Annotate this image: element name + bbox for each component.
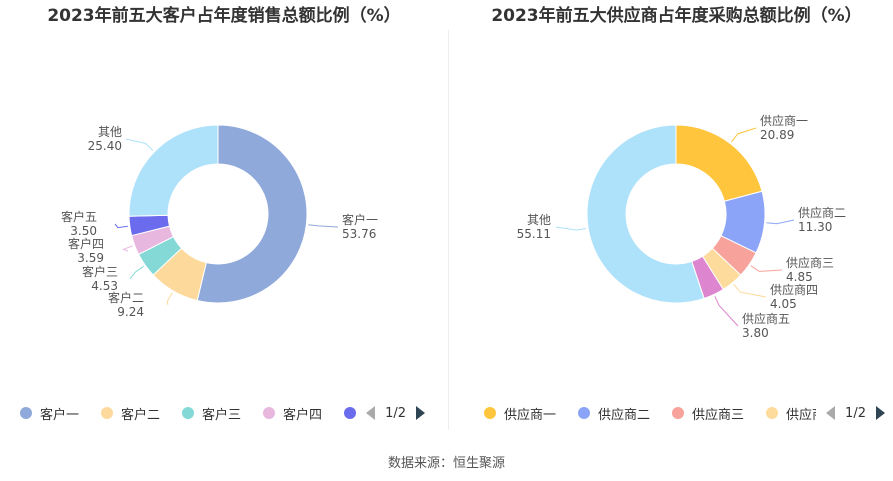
next-page-icon[interactable]: [415, 406, 425, 420]
next-page-icon[interactable]: [875, 406, 885, 420]
slice-value-label: 53.76: [342, 227, 376, 241]
legend-dot-icon: [766, 407, 779, 419]
legend-pager: 1/2: [826, 406, 885, 421]
pie-slice[interactable]: [128, 124, 219, 217]
chart-legend: 客户一 客户二 客户三 客户四 1/2: [20, 402, 425, 424]
legend-label: 供应商一: [504, 407, 557, 423]
slice-value-label: 9.24: [117, 305, 144, 319]
slice-name-label: 供应商一: [760, 113, 808, 128]
label-leader-line: [166, 292, 173, 306]
slice-name-label: 供应商五: [742, 311, 790, 326]
slice-name-label: 客户四: [68, 236, 104, 251]
legend-item[interactable]: 客户四: [263, 404, 322, 423]
legend-item[interactable]: [344, 407, 357, 419]
slice-value-label: 3.59: [77, 251, 104, 265]
legend-item[interactable]: 供应商一: [484, 404, 556, 423]
legend-label: 供应商三: [692, 407, 745, 423]
legend-label: 客户三: [202, 407, 242, 423]
legend-dot-icon: [101, 407, 114, 419]
legend-dot-icon: [484, 407, 496, 419]
slice-value-label: 4.53: [91, 279, 118, 293]
legend-label: 客户二: [121, 407, 161, 423]
slice-name-label: 客户二: [108, 290, 144, 305]
slice-value-label: 55.11: [517, 227, 551, 241]
slice-name-label: 客户一: [342, 212, 378, 227]
legend-page-indicator: 1/2: [385, 405, 406, 421]
label-leader-line: [766, 219, 795, 225]
label-leader-line: [750, 265, 783, 272]
slice-value-label: 3.50: [70, 224, 97, 238]
pie-slice[interactable]: [196, 124, 308, 304]
label-leader-line: [308, 224, 339, 228]
label-leader-line: [733, 284, 767, 298]
legend-label: 客户四: [283, 407, 323, 423]
label-leader-line: [714, 296, 739, 327]
slice-name-label: 供应商二: [798, 205, 846, 220]
chart-title: 2023年前五大客户占年度销售总额比例（%）: [47, 6, 401, 26]
chart-title: 2023年前五大供应商占年度采购总额比例（%）: [491, 6, 862, 26]
legend-label: 供应商二: [598, 407, 651, 423]
label-leader-line: [731, 127, 757, 143]
slice-name-label: 其他: [527, 213, 551, 227]
slice-value-label: 3.80: [742, 326, 769, 340]
legend-dot-icon: [182, 407, 195, 419]
customer-chart-panel: 2023年前五大客户占年度销售总额比例（%） 客户一 53.76 客户二 9.24 客户…: [0, 0, 448, 440]
legend-pager: 1/2: [366, 406, 425, 421]
legend-dot-icon: [672, 407, 685, 419]
label-leader-line: [125, 138, 154, 151]
legend-item[interactable]: 客户三: [182, 404, 241, 423]
pie-slice[interactable]: [586, 124, 705, 304]
chart-legend: 供应商一 供应商二 供应商三 供应商四 1/2: [484, 402, 885, 424]
slice-name-label: 供应商四: [770, 282, 818, 297]
prev-page-icon[interactable]: [826, 406, 836, 420]
legend-label: 客户一: [40, 407, 80, 423]
slice-value-label: 20.89: [760, 128, 794, 142]
label-leader-line: [555, 226, 587, 231]
legend-item[interactable]: 供应商二: [578, 404, 650, 423]
slice-name-label: 其他: [98, 125, 122, 139]
slice-value-label: 11.30: [798, 220, 832, 234]
label-leader-line: [129, 265, 144, 280]
legend-dot-icon: [20, 407, 32, 419]
slice-value-label: 25.40: [88, 139, 122, 153]
legend-dot-icon: [344, 407, 357, 419]
supplier-chart-panel: 2023年前五大供应商占年度采购总额比例（%） 供应商一 20.89 供应商二 11.…: [448, 0, 893, 440]
data-source-note: 数据来源：恒生聚源: [387, 456, 505, 471]
legend-item[interactable]: 客户一: [20, 404, 79, 423]
slice-name-label: 客户三: [82, 264, 118, 279]
legend-item[interactable]: 供应商三: [672, 404, 744, 423]
pie-slice[interactable]: [675, 124, 763, 202]
panel-divider: [448, 30, 449, 430]
legend-page-indicator: 1/2: [845, 405, 866, 421]
legend-item[interactable]: 供应商四: [766, 404, 816, 423]
legend-item[interactable]: 客户二: [101, 404, 160, 423]
label-leader-line: [114, 223, 128, 229]
slice-name-label: 客户五: [61, 209, 97, 224]
slice-value-label: 4.05: [770, 297, 797, 311]
label-leader-line: [121, 245, 133, 252]
slice-name-label: 供应商三: [786, 255, 834, 270]
legend-label: 供应商四: [786, 407, 816, 423]
legend-dot-icon: [263, 407, 276, 419]
slice-value-label: 4.85: [786, 270, 813, 284]
legend-dot-icon: [578, 407, 591, 419]
prev-page-icon[interactable]: [366, 406, 376, 420]
